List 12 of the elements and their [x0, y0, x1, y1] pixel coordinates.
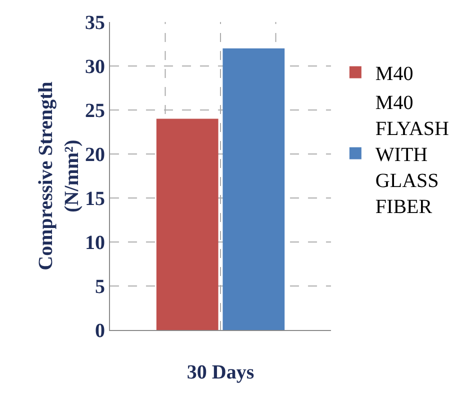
- y-tick-label: 15: [85, 188, 105, 210]
- legend-label: M40 FLYASH WITH GLASS FIBER: [375, 92, 449, 218]
- y-tick-label: 20: [85, 144, 105, 166]
- y-tick-label: 25: [85, 100, 105, 122]
- legend-label: M40: [375, 63, 414, 86]
- y-tick-label: 5: [95, 276, 105, 298]
- y-tick-label: 10: [85, 232, 105, 254]
- y-tick-label: 30: [85, 56, 105, 78]
- y-tick-label: 35: [85, 12, 105, 34]
- x-axis-title: 30 Days: [186, 362, 254, 384]
- y-tick-label: 0: [95, 320, 105, 342]
- y-axis-title: Compressive Strength (N/mm²): [35, 82, 83, 270]
